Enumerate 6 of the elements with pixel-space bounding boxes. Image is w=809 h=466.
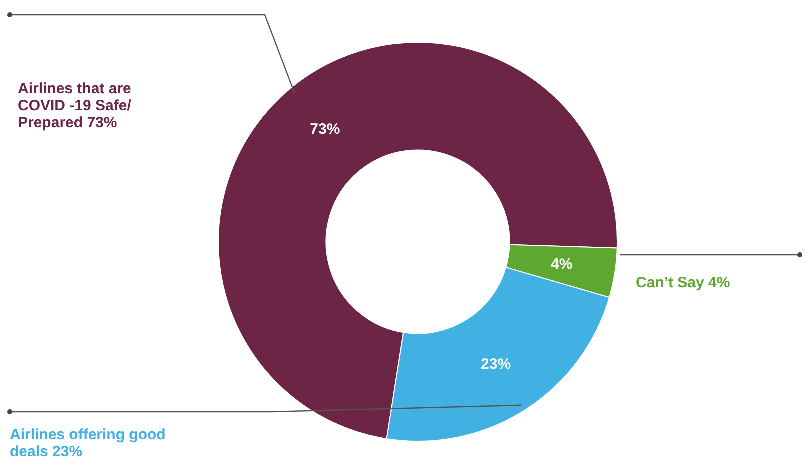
slice-label: Can’t Say 4% — [636, 274, 730, 292]
data-label: 4% — [551, 256, 573, 273]
data-label: 23% — [481, 356, 512, 374]
slice-label: Airlines offering good deals 23% — [10, 426, 166, 461]
slice-label: Airlines that are COVID -19 Safe/ Prepared 73% — [18, 80, 132, 132]
data-label: 73% — [310, 120, 340, 138]
